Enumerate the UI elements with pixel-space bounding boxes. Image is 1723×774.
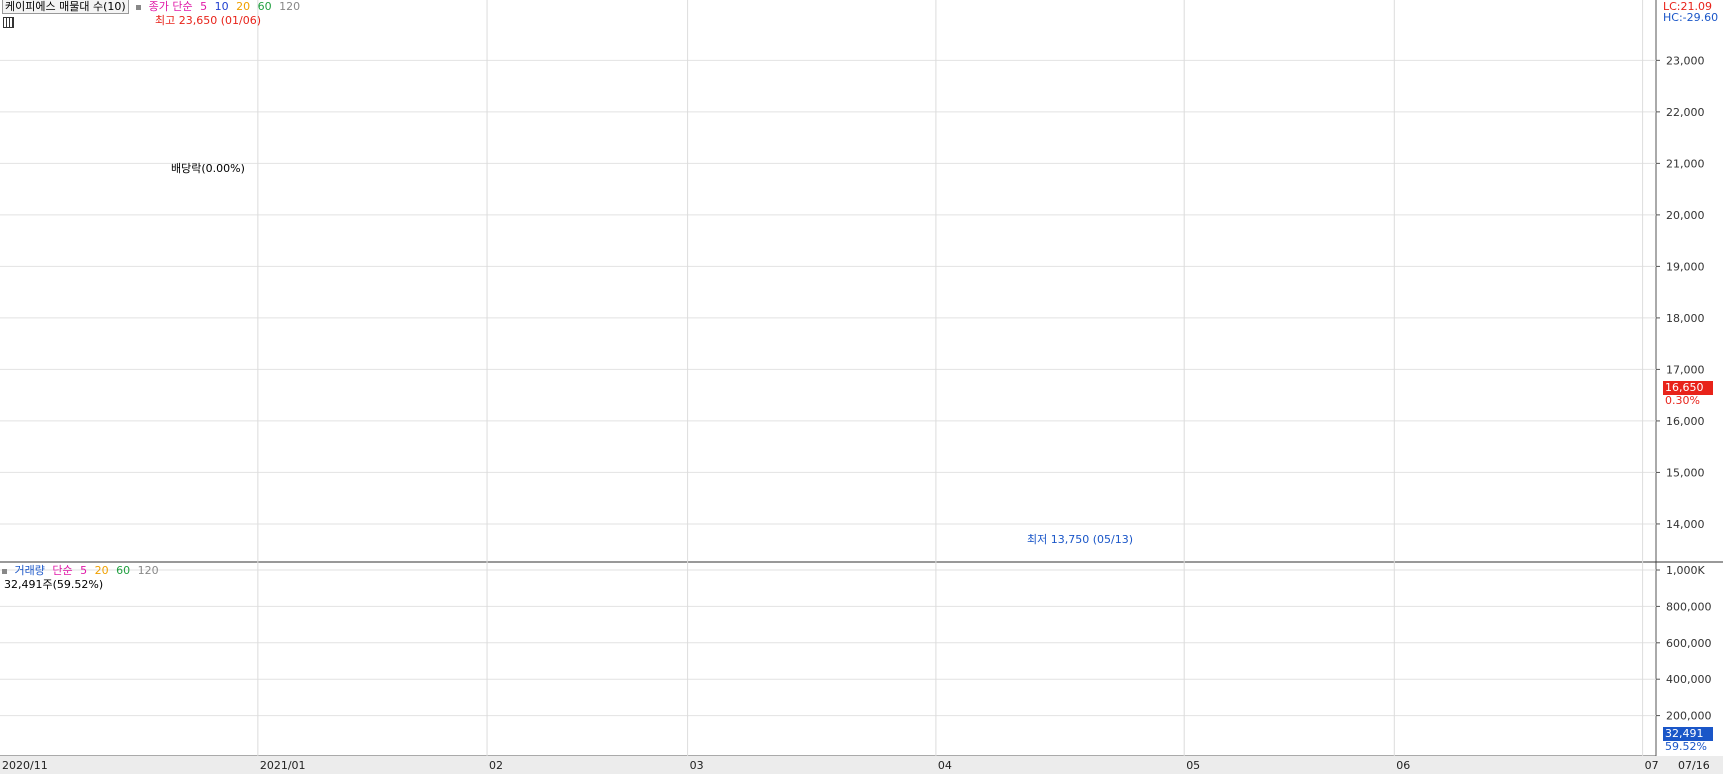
- volume-pct-badge: 59.52%: [1665, 740, 1707, 753]
- date-tick-label: 2021/01: [260, 759, 306, 772]
- price-badge: 16,650: [1663, 381, 1713, 395]
- volume-tick-label: 400,000: [1666, 673, 1712, 686]
- ma-title: 종가 단순: [148, 0, 193, 13]
- low-annotation: 최저 13,750 (05/13): [1027, 533, 1134, 546]
- dividend-annotation: 배당락(0.00%): [171, 162, 245, 175]
- high-annotation: 최고 23,650 (01/06): [155, 14, 262, 27]
- price-tick-label: 20,000: [1666, 209, 1705, 222]
- volume-badge: 32,491: [1663, 727, 1713, 741]
- volume-tick-label: 1,000K: [1666, 564, 1705, 577]
- ma20-label: 20: [236, 0, 251, 13]
- price-tick-label: 21,000: [1666, 157, 1705, 170]
- ma120-label: 120: [279, 0, 301, 13]
- price-tick-label: 22,000: [1666, 106, 1705, 119]
- volume-current: 32,491주(59.52%): [4, 578, 104, 591]
- hc-label: HC:-29.60: [1663, 11, 1719, 24]
- price-tick-label: 18,000: [1666, 312, 1705, 325]
- date-tick-label: 06: [1396, 759, 1410, 772]
- volume-title: 거래량: [14, 564, 45, 577]
- price-tick-label: 17,000: [1666, 363, 1705, 376]
- lc-label: LC:21.09: [1663, 0, 1713, 13]
- ma5-label: 5: [200, 0, 208, 13]
- date-tick-label: 05: [1186, 759, 1200, 772]
- price-tick-label: 14,000: [1666, 518, 1705, 531]
- vol-ma5-label: 5: [80, 564, 88, 577]
- date-tick-label: 07/16: [1678, 759, 1710, 772]
- indicator-box[interactable]: 케이피에스 매물대 수(10): [2, 0, 129, 14]
- ma10-label: 10: [214, 0, 229, 13]
- ma60-label: 60: [257, 0, 272, 13]
- date-tick-label: 2020/11: [2, 759, 48, 772]
- price-legend: 케이피에스 매물대 수(10) 종가 단순 5 10 20 60 120: [2, 0, 304, 14]
- vol-ma120-label: 120: [137, 564, 159, 577]
- vol-ma60-label: 60: [116, 564, 131, 577]
- price-tick-label: 15,000: [1666, 466, 1705, 479]
- volume-tick-label: 800,000: [1666, 600, 1712, 613]
- date-tick-label: 03: [690, 759, 704, 772]
- table-grid-icon[interactable]: [3, 17, 14, 28]
- legend-marker-icon: [136, 4, 142, 10]
- date-tick-label: 04: [938, 759, 952, 772]
- legend-marker-icon: [2, 568, 7, 574]
- price-tick-label: 16,000: [1666, 415, 1705, 428]
- price-tick-label: 23,000: [1666, 54, 1705, 67]
- date-tick-label: 07: [1645, 759, 1659, 772]
- volume-legend: 거래량 단순 5 20 60 120: [2, 564, 163, 577]
- volume-tick-label: 200,000: [1666, 710, 1712, 723]
- vol-ma-title: 단순: [52, 564, 73, 577]
- change-badge: 0.30%: [1665, 394, 1700, 407]
- date-axis-bg: [0, 756, 1723, 774]
- volume-tick-label: 600,000: [1666, 637, 1712, 650]
- date-tick-label: 02: [489, 759, 503, 772]
- price-tick-label: 19,000: [1666, 260, 1705, 273]
- vol-ma20-label: 20: [94, 564, 109, 577]
